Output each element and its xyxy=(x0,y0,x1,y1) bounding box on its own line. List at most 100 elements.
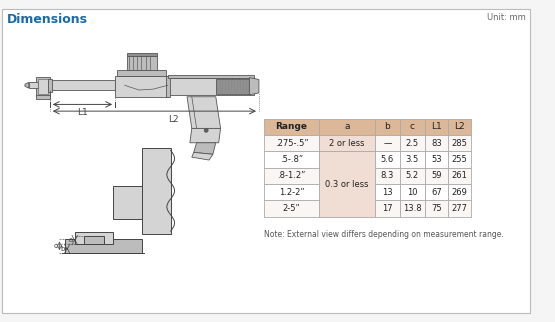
Text: a: a xyxy=(69,237,73,243)
Polygon shape xyxy=(192,152,213,160)
Text: —: — xyxy=(384,139,392,148)
Bar xyxy=(37,77,50,96)
Bar xyxy=(448,151,471,168)
Text: 2 or less: 2 or less xyxy=(330,139,365,148)
Text: 285: 285 xyxy=(451,139,467,148)
Text: Unit: mm: Unit: mm xyxy=(487,13,526,22)
Bar xyxy=(75,232,113,244)
Text: 0.3 or less: 0.3 or less xyxy=(325,180,369,188)
Bar xyxy=(166,76,170,97)
Bar xyxy=(264,168,319,184)
Text: c: c xyxy=(54,243,58,249)
Bar xyxy=(216,79,249,94)
Circle shape xyxy=(204,128,208,132)
Text: b: b xyxy=(385,122,390,131)
Text: 67: 67 xyxy=(431,188,442,197)
Text: 75: 75 xyxy=(431,204,442,213)
Bar xyxy=(37,95,50,99)
Text: 13.8: 13.8 xyxy=(403,204,422,213)
Bar xyxy=(264,151,319,168)
Bar xyxy=(425,119,448,135)
Bar xyxy=(400,135,425,151)
Text: 261: 261 xyxy=(451,171,467,180)
Text: .5-.8”: .5-.8” xyxy=(280,155,303,164)
Polygon shape xyxy=(187,97,220,128)
Text: L1: L1 xyxy=(77,108,88,117)
Bar xyxy=(400,184,425,200)
Text: 5.2: 5.2 xyxy=(406,171,419,180)
Text: Note: External view differs depending on measurement range.: Note: External view differs depending on… xyxy=(264,230,503,239)
Bar xyxy=(29,82,38,88)
Bar xyxy=(425,200,448,217)
Bar xyxy=(115,76,168,97)
Bar xyxy=(375,151,400,168)
Bar xyxy=(448,200,471,217)
Text: L2: L2 xyxy=(454,122,465,131)
Bar xyxy=(113,186,142,220)
Bar xyxy=(48,79,52,92)
Bar xyxy=(50,80,115,90)
Bar xyxy=(264,135,319,151)
Text: 59: 59 xyxy=(431,171,442,180)
Text: 3.5: 3.5 xyxy=(406,155,419,164)
Bar xyxy=(38,79,48,94)
Polygon shape xyxy=(249,78,259,95)
Bar xyxy=(127,52,157,56)
Bar xyxy=(264,184,319,200)
Text: Dimensions: Dimensions xyxy=(7,13,88,26)
Text: 13: 13 xyxy=(382,188,393,197)
Bar xyxy=(375,135,400,151)
Bar xyxy=(448,168,471,184)
Bar xyxy=(400,119,425,135)
Text: L2: L2 xyxy=(168,115,179,124)
Bar xyxy=(425,168,448,184)
Bar xyxy=(400,151,425,168)
Text: c: c xyxy=(410,122,415,131)
Text: 277: 277 xyxy=(451,204,467,213)
Polygon shape xyxy=(194,143,216,154)
Bar xyxy=(264,119,319,135)
Text: a: a xyxy=(345,122,350,131)
Text: 17: 17 xyxy=(382,204,393,213)
Bar xyxy=(319,119,375,135)
Text: 2-5”: 2-5” xyxy=(282,204,300,213)
Text: 10: 10 xyxy=(407,188,417,197)
Bar xyxy=(400,168,425,184)
Polygon shape xyxy=(190,128,220,143)
Text: 83: 83 xyxy=(431,139,442,148)
Bar xyxy=(319,135,375,151)
Bar xyxy=(448,184,471,200)
Text: 255: 255 xyxy=(451,155,467,164)
Bar xyxy=(117,70,166,76)
Bar xyxy=(375,200,400,217)
Bar xyxy=(168,78,254,95)
Bar xyxy=(168,75,254,78)
Text: b: b xyxy=(61,246,65,252)
Text: .275-.5”: .275-.5” xyxy=(275,139,309,148)
Bar xyxy=(425,184,448,200)
Text: 5.6: 5.6 xyxy=(381,155,394,164)
Polygon shape xyxy=(25,82,29,88)
Text: 53: 53 xyxy=(431,155,442,164)
Text: 8.3: 8.3 xyxy=(381,171,394,180)
Bar xyxy=(425,135,448,151)
Text: 1.2-2”: 1.2-2” xyxy=(279,188,304,197)
Bar xyxy=(375,168,400,184)
Bar xyxy=(127,56,157,70)
Bar xyxy=(400,200,425,217)
Bar xyxy=(142,147,171,234)
Bar xyxy=(264,200,319,217)
Text: Range: Range xyxy=(275,122,307,131)
Bar xyxy=(65,239,142,253)
Bar xyxy=(84,236,104,244)
Bar xyxy=(375,184,400,200)
Bar xyxy=(448,119,471,135)
Text: L1: L1 xyxy=(431,122,442,131)
Bar xyxy=(448,135,471,151)
Text: .8-1.2”: .8-1.2” xyxy=(278,171,306,180)
Text: 269: 269 xyxy=(451,188,467,197)
Bar xyxy=(425,151,448,168)
Text: 2.5: 2.5 xyxy=(406,139,419,148)
Bar xyxy=(375,119,400,135)
Bar xyxy=(319,151,375,217)
